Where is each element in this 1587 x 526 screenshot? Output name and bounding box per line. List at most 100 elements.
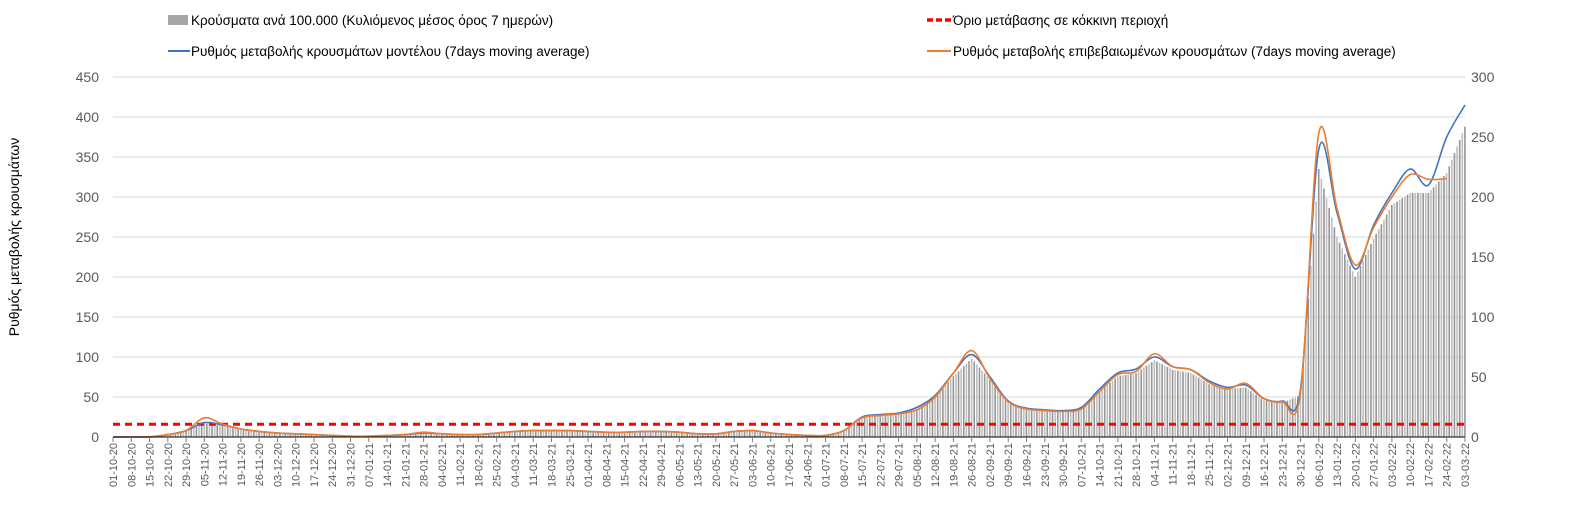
bar	[772, 433, 775, 437]
bar	[741, 431, 743, 437]
bar	[584, 431, 587, 437]
bar	[1380, 224, 1383, 437]
bar	[902, 412, 905, 437]
bar	[555, 430, 558, 437]
bar	[600, 431, 602, 437]
bar	[626, 432, 628, 437]
bar	[1036, 409, 1038, 437]
legend-item-threshold[interactable]: Όριο μετάβασης σε κόκκινη περιοχή	[927, 13, 1168, 28]
y-tick-label: 300	[76, 189, 100, 205]
y-axis-title: Ρυθμός μεταβολής κρουσμάτων	[6, 138, 22, 336]
bar	[1208, 384, 1210, 437]
bar	[1023, 407, 1025, 437]
bar	[636, 431, 639, 437]
bar	[1135, 373, 1137, 437]
x-tick-label: 03-12-20	[272, 443, 284, 487]
bar	[467, 434, 469, 437]
bar	[790, 434, 793, 437]
bar	[915, 409, 918, 437]
bar	[187, 429, 190, 437]
bar	[931, 398, 934, 437]
bar	[681, 432, 683, 437]
bar	[1250, 391, 1252, 437]
bar	[1349, 265, 1351, 437]
bar	[255, 431, 258, 437]
x-tick-label: 12-08-21	[930, 443, 942, 487]
bar	[1069, 410, 1072, 437]
bar	[1169, 368, 1171, 437]
bar	[835, 433, 837, 437]
legend-item-bars[interactable]: Κρούσματα ανά 100.000 (Κυλιόμενος μέσος …	[168, 13, 553, 28]
bar	[1184, 372, 1187, 437]
bar	[417, 433, 420, 437]
bar	[1385, 214, 1388, 437]
x-tick-label: 16-12-21	[1259, 443, 1271, 487]
bar	[1388, 209, 1391, 437]
bar	[1124, 374, 1127, 437]
bar	[1158, 362, 1161, 437]
bar	[957, 371, 960, 437]
legend-item-confirmed[interactable]: Ρυθμός μεταβολής επιβεβαιωμένων κρουσμάτ…	[927, 44, 1396, 59]
bar	[1391, 205, 1393, 437]
bar	[542, 430, 545, 437]
legend-item-model[interactable]: Ρυθμός μεταβολής κρουσμάτων μοντέλου (7d…	[168, 44, 590, 59]
bar	[900, 413, 902, 437]
gridlines	[113, 76, 1465, 398]
bar	[307, 434, 310, 437]
x-tick-label: 20-01-22	[1350, 443, 1362, 487]
x-tick-label: 21-01-21	[400, 443, 412, 487]
bar	[1276, 401, 1278, 437]
bar	[751, 430, 754, 437]
bar	[1417, 193, 1419, 437]
bar	[665, 431, 668, 437]
legend-label-bars: Κρούσματα ανά 100.000 (Κυλιόμενος μέσος …	[191, 13, 553, 28]
bar	[1401, 198, 1404, 437]
bar	[1328, 207, 1330, 437]
bar	[553, 430, 555, 437]
bar	[300, 434, 302, 437]
bar	[1056, 411, 1059, 437]
x-tick-label: 25-11-21	[1204, 443, 1216, 486]
bar	[459, 434, 461, 437]
x-tick-label: 27-05-21	[729, 443, 741, 487]
bar	[495, 433, 498, 437]
bar	[1187, 372, 1190, 437]
bar	[289, 433, 292, 437]
bar	[594, 431, 597, 437]
bar	[263, 431, 266, 437]
bar	[1312, 233, 1315, 437]
x-tick-label: 04-02-21	[437, 443, 449, 487]
bar	[991, 382, 994, 437]
x-tick-label: 18-02-21	[473, 443, 485, 487]
bar	[391, 435, 393, 437]
bar	[756, 431, 759, 437]
bar	[1197, 377, 1200, 437]
bar	[1171, 369, 1174, 437]
bar	[634, 431, 636, 437]
bar	[735, 431, 738, 437]
bar	[1317, 169, 1320, 437]
bar	[399, 434, 401, 437]
bar	[602, 432, 605, 437]
bar	[305, 434, 307, 437]
bar	[1263, 400, 1265, 437]
bar	[313, 434, 315, 437]
bar	[989, 379, 991, 437]
bar	[318, 434, 320, 437]
bar	[454, 434, 456, 437]
bar	[631, 431, 634, 437]
bar	[654, 431, 657, 437]
bar	[229, 427, 232, 437]
bar	[1445, 173, 1448, 437]
bar	[508, 431, 511, 437]
confirmed-line	[113, 125, 1447, 438]
bar	[1289, 399, 1291, 437]
bar	[668, 431, 670, 437]
x-tick-label: 01-04-21	[583, 443, 595, 487]
bar	[968, 361, 970, 437]
bar	[232, 428, 234, 437]
lines-series	[113, 104, 1466, 438]
bar	[884, 414, 887, 437]
x-tick-label: 15-10-20	[145, 443, 157, 487]
